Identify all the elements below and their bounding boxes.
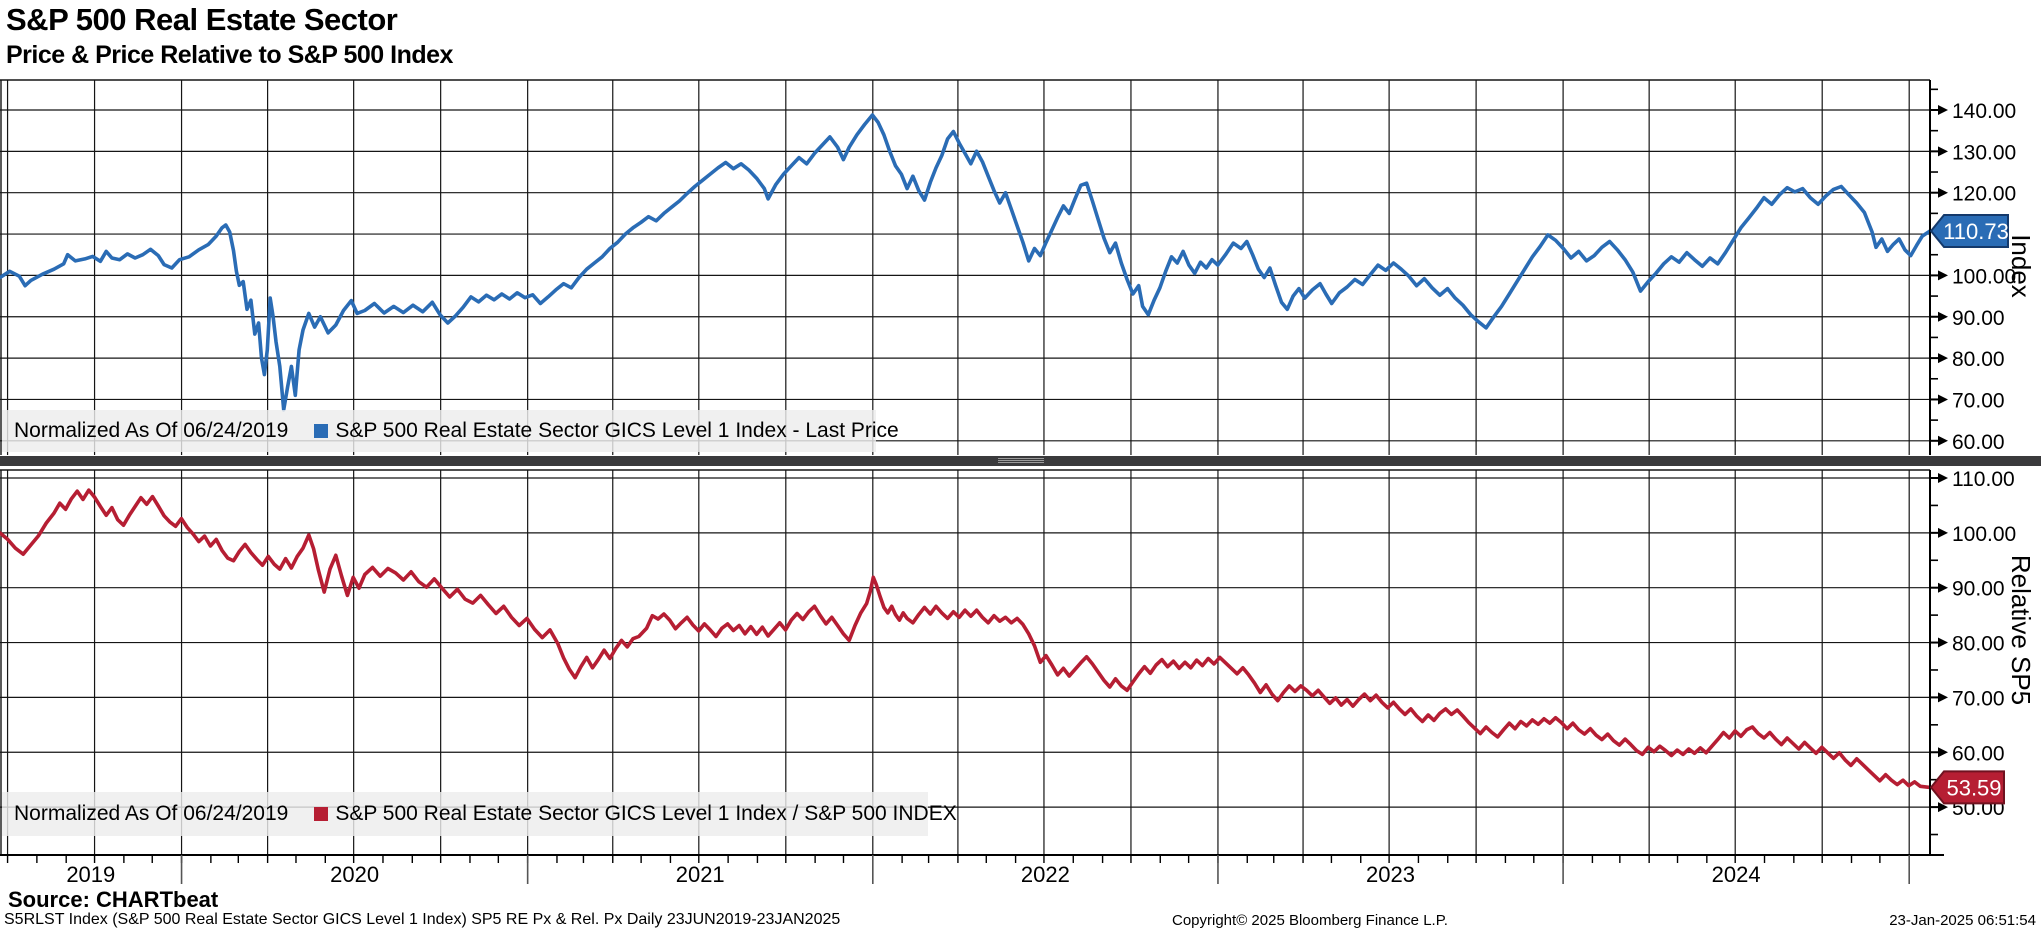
copyright-label: Copyright© 2025 Bloomberg Finance L.P. bbox=[1172, 912, 1448, 929]
x-axis: 2019 2020 2021 2022 2023 2024 bbox=[0, 854, 1944, 887]
last-price-tag-red: 53.59 bbox=[1929, 770, 2005, 805]
red-series-swatch-icon bbox=[314, 807, 329, 821]
panel-splitter[interactable] bbox=[0, 456, 2041, 466]
last-price-value: 53.59 bbox=[1946, 775, 2001, 800]
tick-arrow-icon bbox=[1938, 187, 1948, 198]
y-tick-label: 60.00 bbox=[1952, 742, 2005, 765]
bottom-series-label: S&P 500 Real Estate Sector GICS Level 1 … bbox=[335, 802, 957, 825]
tick-arrow-icon bbox=[1938, 435, 1948, 446]
top-series-label: S&P 500 Real Estate Sector GICS Level 1 … bbox=[335, 419, 899, 442]
bottom-panel-legend: Normalized As Of 06/24/2019 S&P 500 Real… bbox=[2, 792, 957, 836]
y-tick-label: 130.00 bbox=[1952, 141, 2016, 164]
source-label: Source: CHARTbeat bbox=[8, 887, 219, 912]
tick-arrow-icon bbox=[1938, 311, 1948, 322]
price-line-series bbox=[0, 113, 1930, 412]
tick-arrow-icon bbox=[1938, 582, 1948, 593]
normalized-note: Normalized As Of 06/24/2019 bbox=[14, 802, 289, 825]
top-right-axis: 140.00 130.00 120.00 100.00 90.00 80.00 70.00 6… bbox=[1929, 80, 2016, 455]
top-panel-legend: Normalized As Of 06/24/2019 S&P 500 Real… bbox=[2, 410, 899, 452]
normalized-note: Normalized As Of 06/24/2019 bbox=[14, 419, 289, 442]
chart-header: S&P 500 Real Estate Sector Price & Price… bbox=[6, 0, 453, 70]
year-label: 2020 bbox=[330, 862, 379, 887]
bottom-relative-panel bbox=[0, 469, 1930, 855]
y-tick-label: 70.00 bbox=[1952, 687, 2005, 710]
year-label: 2023 bbox=[1366, 862, 1415, 887]
y-tick-label: 70.00 bbox=[1952, 389, 2005, 412]
y-tick-label: 120.00 bbox=[1952, 183, 2016, 206]
y-tick-label: 80.00 bbox=[1952, 348, 2005, 371]
relative-price-line-series bbox=[0, 488, 1930, 790]
y-tick-label: 80.00 bbox=[1952, 633, 2005, 656]
last-price-tag-blue: 110.73 bbox=[1929, 214, 2009, 249]
tick-arrow-icon bbox=[1938, 353, 1948, 364]
page-subtitle: Price & Price Relative to S&P 500 Index bbox=[6, 41, 453, 69]
y-tick-label: 140.00 bbox=[1952, 100, 2016, 123]
y-tick-label: 90.00 bbox=[1952, 578, 2005, 601]
top-price-panel bbox=[0, 79, 1930, 455]
tick-arrow-icon bbox=[1938, 146, 1948, 157]
tick-arrow-icon bbox=[1938, 270, 1948, 281]
tick-arrow-icon bbox=[1938, 692, 1948, 703]
year-label: 2022 bbox=[1021, 862, 1070, 887]
chart-footnote: S5RLST Index (S&P 500 Real Estate Sector… bbox=[4, 911, 841, 928]
y-tick-label: 90.00 bbox=[1952, 307, 2005, 330]
year-label: 2021 bbox=[676, 862, 725, 887]
tick-arrow-icon bbox=[1938, 473, 1948, 483]
tick-arrow-icon bbox=[1938, 527, 1948, 538]
tick-arrow-icon bbox=[1938, 802, 1948, 813]
tick-arrow-icon bbox=[1938, 105, 1948, 115]
y-tick-label: 110.00 bbox=[1952, 468, 2015, 491]
splitter-grip-icon[interactable] bbox=[998, 458, 1044, 464]
tick-arrow-icon bbox=[1938, 747, 1948, 758]
y-axis-title-index: Index bbox=[2006, 234, 2036, 298]
y-tick-label: 100.00 bbox=[1952, 523, 2016, 546]
tick-arrow-icon bbox=[1938, 637, 1948, 648]
y-tick-label: 60.00 bbox=[1952, 431, 2005, 454]
page-title: S&P 500 Real Estate Sector bbox=[6, 2, 398, 37]
year-label: 2019 bbox=[66, 862, 115, 887]
year-label: 2024 bbox=[1712, 862, 1761, 887]
blue-series-swatch-icon bbox=[314, 424, 329, 438]
last-price-value: 110.73 bbox=[1943, 219, 2009, 244]
y-tick-label: 100.00 bbox=[1952, 265, 2016, 288]
timestamp-label: 23-Jan-2025 06:51:54 bbox=[1889, 912, 2036, 929]
tick-arrow-icon bbox=[1938, 394, 1948, 405]
y-axis-title-relative: Relative SP5 bbox=[2006, 555, 2036, 705]
